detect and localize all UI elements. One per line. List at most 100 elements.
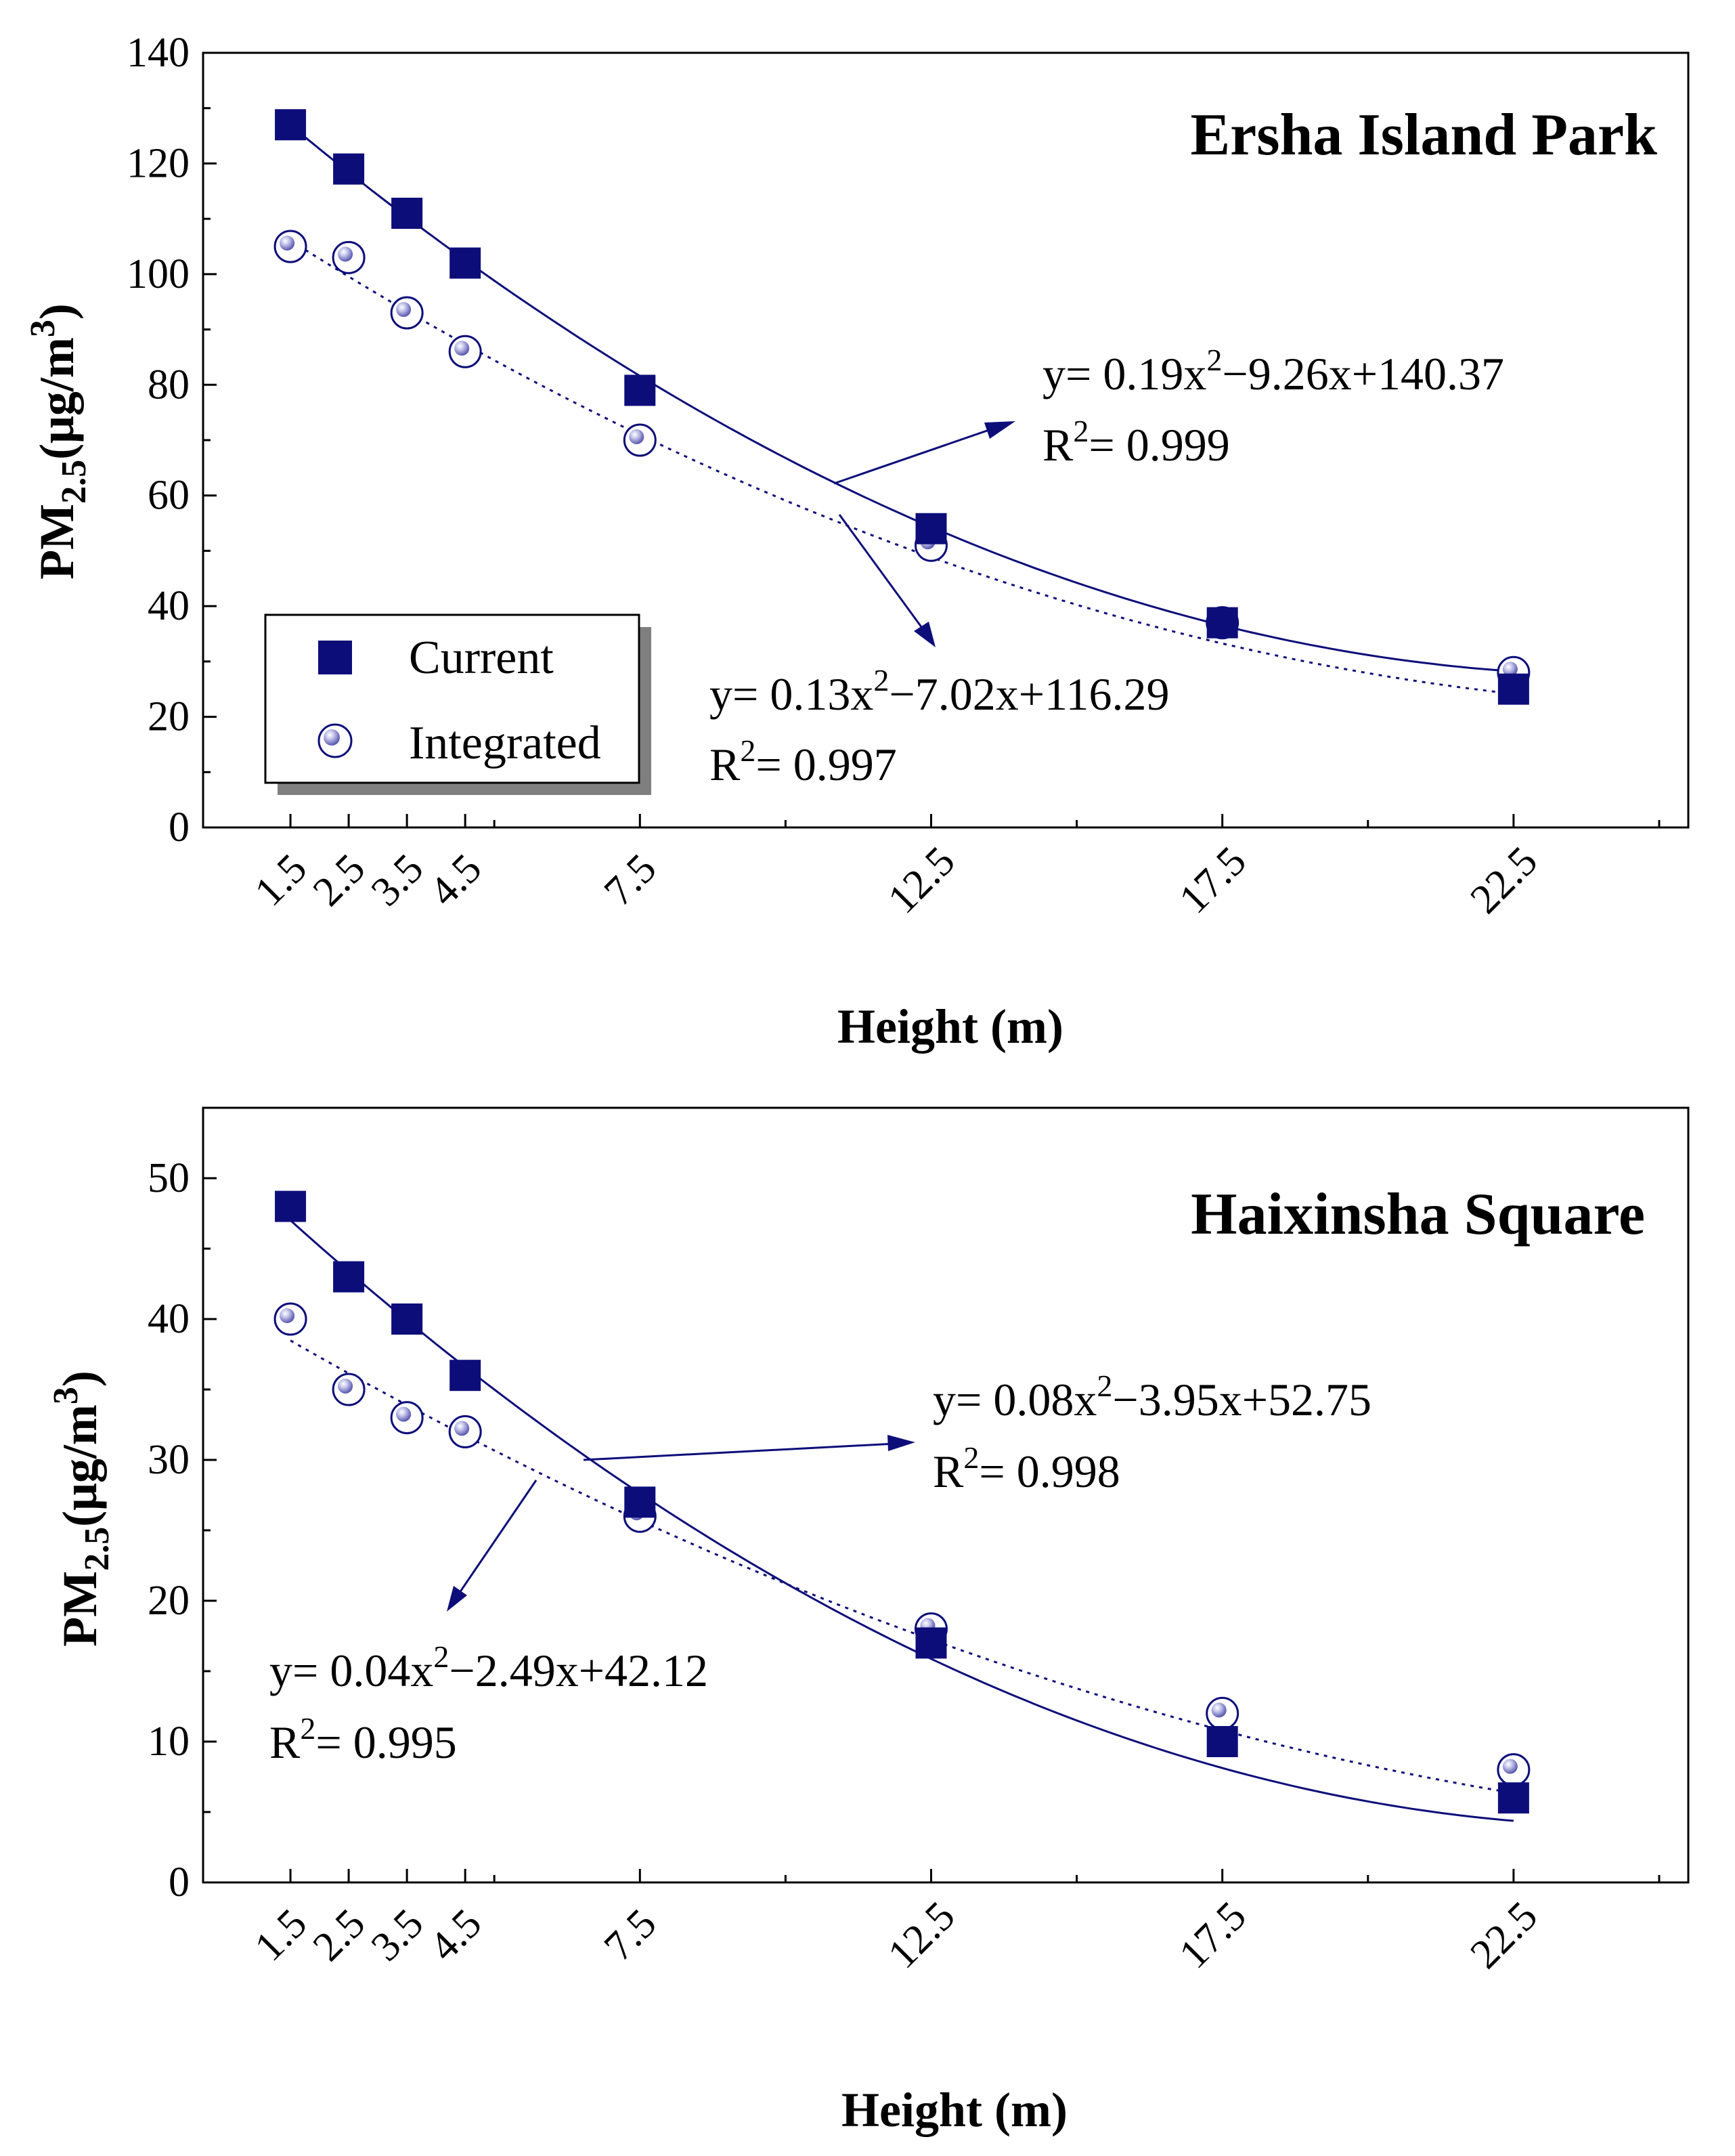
arrow-current [583,1442,896,1461]
arrowhead-integrated [447,1586,467,1612]
x-tick-label: 3.5 [363,845,433,915]
fit-curve-integrated [290,1339,1514,1794]
x-tick-label: 12.5 [879,838,964,922]
point-current [333,153,365,185]
legend-integrated-ball [324,729,340,746]
panel-title: Haixinsha Square [1191,1182,1645,1247]
point-current [915,513,947,544]
annotation-integrated-fit: y= 0.04x2−2.49x+42.12 R2= 0.995 [269,1480,708,1768]
r2-current: R2= 0.998 [933,1440,1120,1497]
x-tick-label: 2.5 [305,1900,374,1970]
data-points [273,109,1531,705]
fit-curves [290,124,1514,695]
equation-integrated: y= 0.13x2−7.02x+116.29 [709,663,1170,720]
y-tick-label: 0 [169,1859,190,1905]
y-tick-label: 80 [148,362,190,408]
x-axis-ticks: 1.52.53.54.5 7.5 12.5 17.5 22.5 [246,814,1661,922]
y-tick-label: 0 [169,804,190,850]
point-current [275,109,307,141]
x-tick-label: 22.5 [1462,1893,1546,1977]
x-tick-label: 12.5 [879,1893,964,1977]
arrow-current [833,422,1009,485]
y-axis-title: PM2.5(μg/m3) [24,303,93,580]
point-current [449,247,481,279]
legend: Current Integrated [264,613,651,795]
fit-curves [290,1220,1514,1822]
annotation-current-fit: y= 0.19x2−9.26x+140.37 R2= 0.999 [833,343,1504,485]
chart-ersha-island-park: 0 20 40 60 80 100 120 140 1.52.53.54.5 7.5 12.5 17… [24,30,1690,1054]
point-integrated-ball [454,341,470,356]
point-integrated-ball [1211,1702,1227,1718]
point-integrated-ball [280,1308,295,1323]
y-tick-label: 140 [127,30,190,76]
point-integrated-ball [1502,1759,1518,1774]
arrowhead-integrated [914,622,936,647]
r2-integrated: R2= 0.995 [269,1711,457,1768]
plot-frame [202,51,1690,829]
x-tick-label: 1.5 [246,845,315,915]
r2-current: R2= 0.999 [1042,414,1230,471]
equation-current: y= 0.19x2−9.26x+140.37 [1042,343,1504,400]
y-tick-label: 10 [148,1719,190,1765]
y-tick-label: 120 [127,140,190,186]
data-points [273,1190,1531,1814]
arrow-integrated [451,1480,537,1604]
point-current [275,1190,307,1222]
point-current [391,1303,423,1335]
plot-frame [202,1106,1690,1884]
legend-integrated-label: Integrated [409,717,601,769]
annotation-integrated-fit: y= 0.13x2−7.02x+116.29 R2= 0.997 [709,514,1170,790]
y-tick-label: 40 [148,1296,190,1342]
annotation-current-fit: y= 0.08x2−3.95x+52.75 R2= 0.998 [583,1368,1371,1497]
x-tick-label: 3.5 [363,1900,433,1970]
point-current [333,1261,365,1293]
point-current [624,1486,656,1518]
point-current [1497,1782,1529,1814]
equation-current: y= 0.08x2−3.95x+52.75 [933,1368,1371,1425]
x-tick-label: 4.5 [421,1900,491,1970]
fit-curve-current [290,124,1514,672]
x-tick-label: 7.5 [596,1900,665,1970]
point-current [1206,607,1238,639]
point-integrated-ball [396,302,412,318]
point-current [624,374,656,406]
y-tick-label: 100 [127,251,190,297]
point-integrated-ball [629,429,644,444]
fit-curve-current [290,1220,1514,1822]
fit-curve-integrated [290,240,1514,695]
legend-current-marker [318,641,352,674]
x-tick-label: 2.5 [305,845,374,915]
r2-integrated: R2= 0.997 [709,733,897,790]
point-current [449,1360,481,1392]
x-tick-label: 4.5 [421,845,491,915]
x-tick-label: 1.5 [246,1900,315,1970]
x-axis-ticks: 1.52.53.54.5 7.5 12.5 17.5 22.5 [246,1869,1661,1977]
point-integrated-ball [1502,662,1518,677]
point-integrated-ball [280,236,295,251]
y-tick-label: 40 [148,583,190,629]
y-tick-label: 50 [148,1155,190,1201]
point-current [1206,1726,1238,1757]
point-current [1497,673,1529,705]
y-tick-label: 30 [148,1437,190,1483]
point-integrated-ball [396,1406,412,1422]
arrow-integrated [838,514,932,641]
point-integrated-ball [338,246,353,262]
panel-title: Ersha Island Park [1190,102,1657,168]
arrowhead-current [984,421,1015,439]
x-tick-label: 17.5 [1170,838,1255,922]
x-tick-label: 17.5 [1170,1893,1255,1977]
x-axis-title: Height (m) [841,2083,1068,2137]
y-tick-label: 20 [148,694,190,740]
point-integrated-ball [454,1421,470,1436]
y-axis-ticks: 0 10 20 30 40 50 [148,1155,217,1905]
point-current [391,197,423,229]
y-tick-label: 20 [148,1578,190,1624]
x-tick-label: 7.5 [596,845,665,915]
x-tick-label: 22.5 [1462,838,1546,922]
y-axis-title: PM2.5(μg/m3) [47,1371,116,1647]
legend-current-label: Current [409,632,554,684]
arrowhead-current [887,1435,915,1451]
